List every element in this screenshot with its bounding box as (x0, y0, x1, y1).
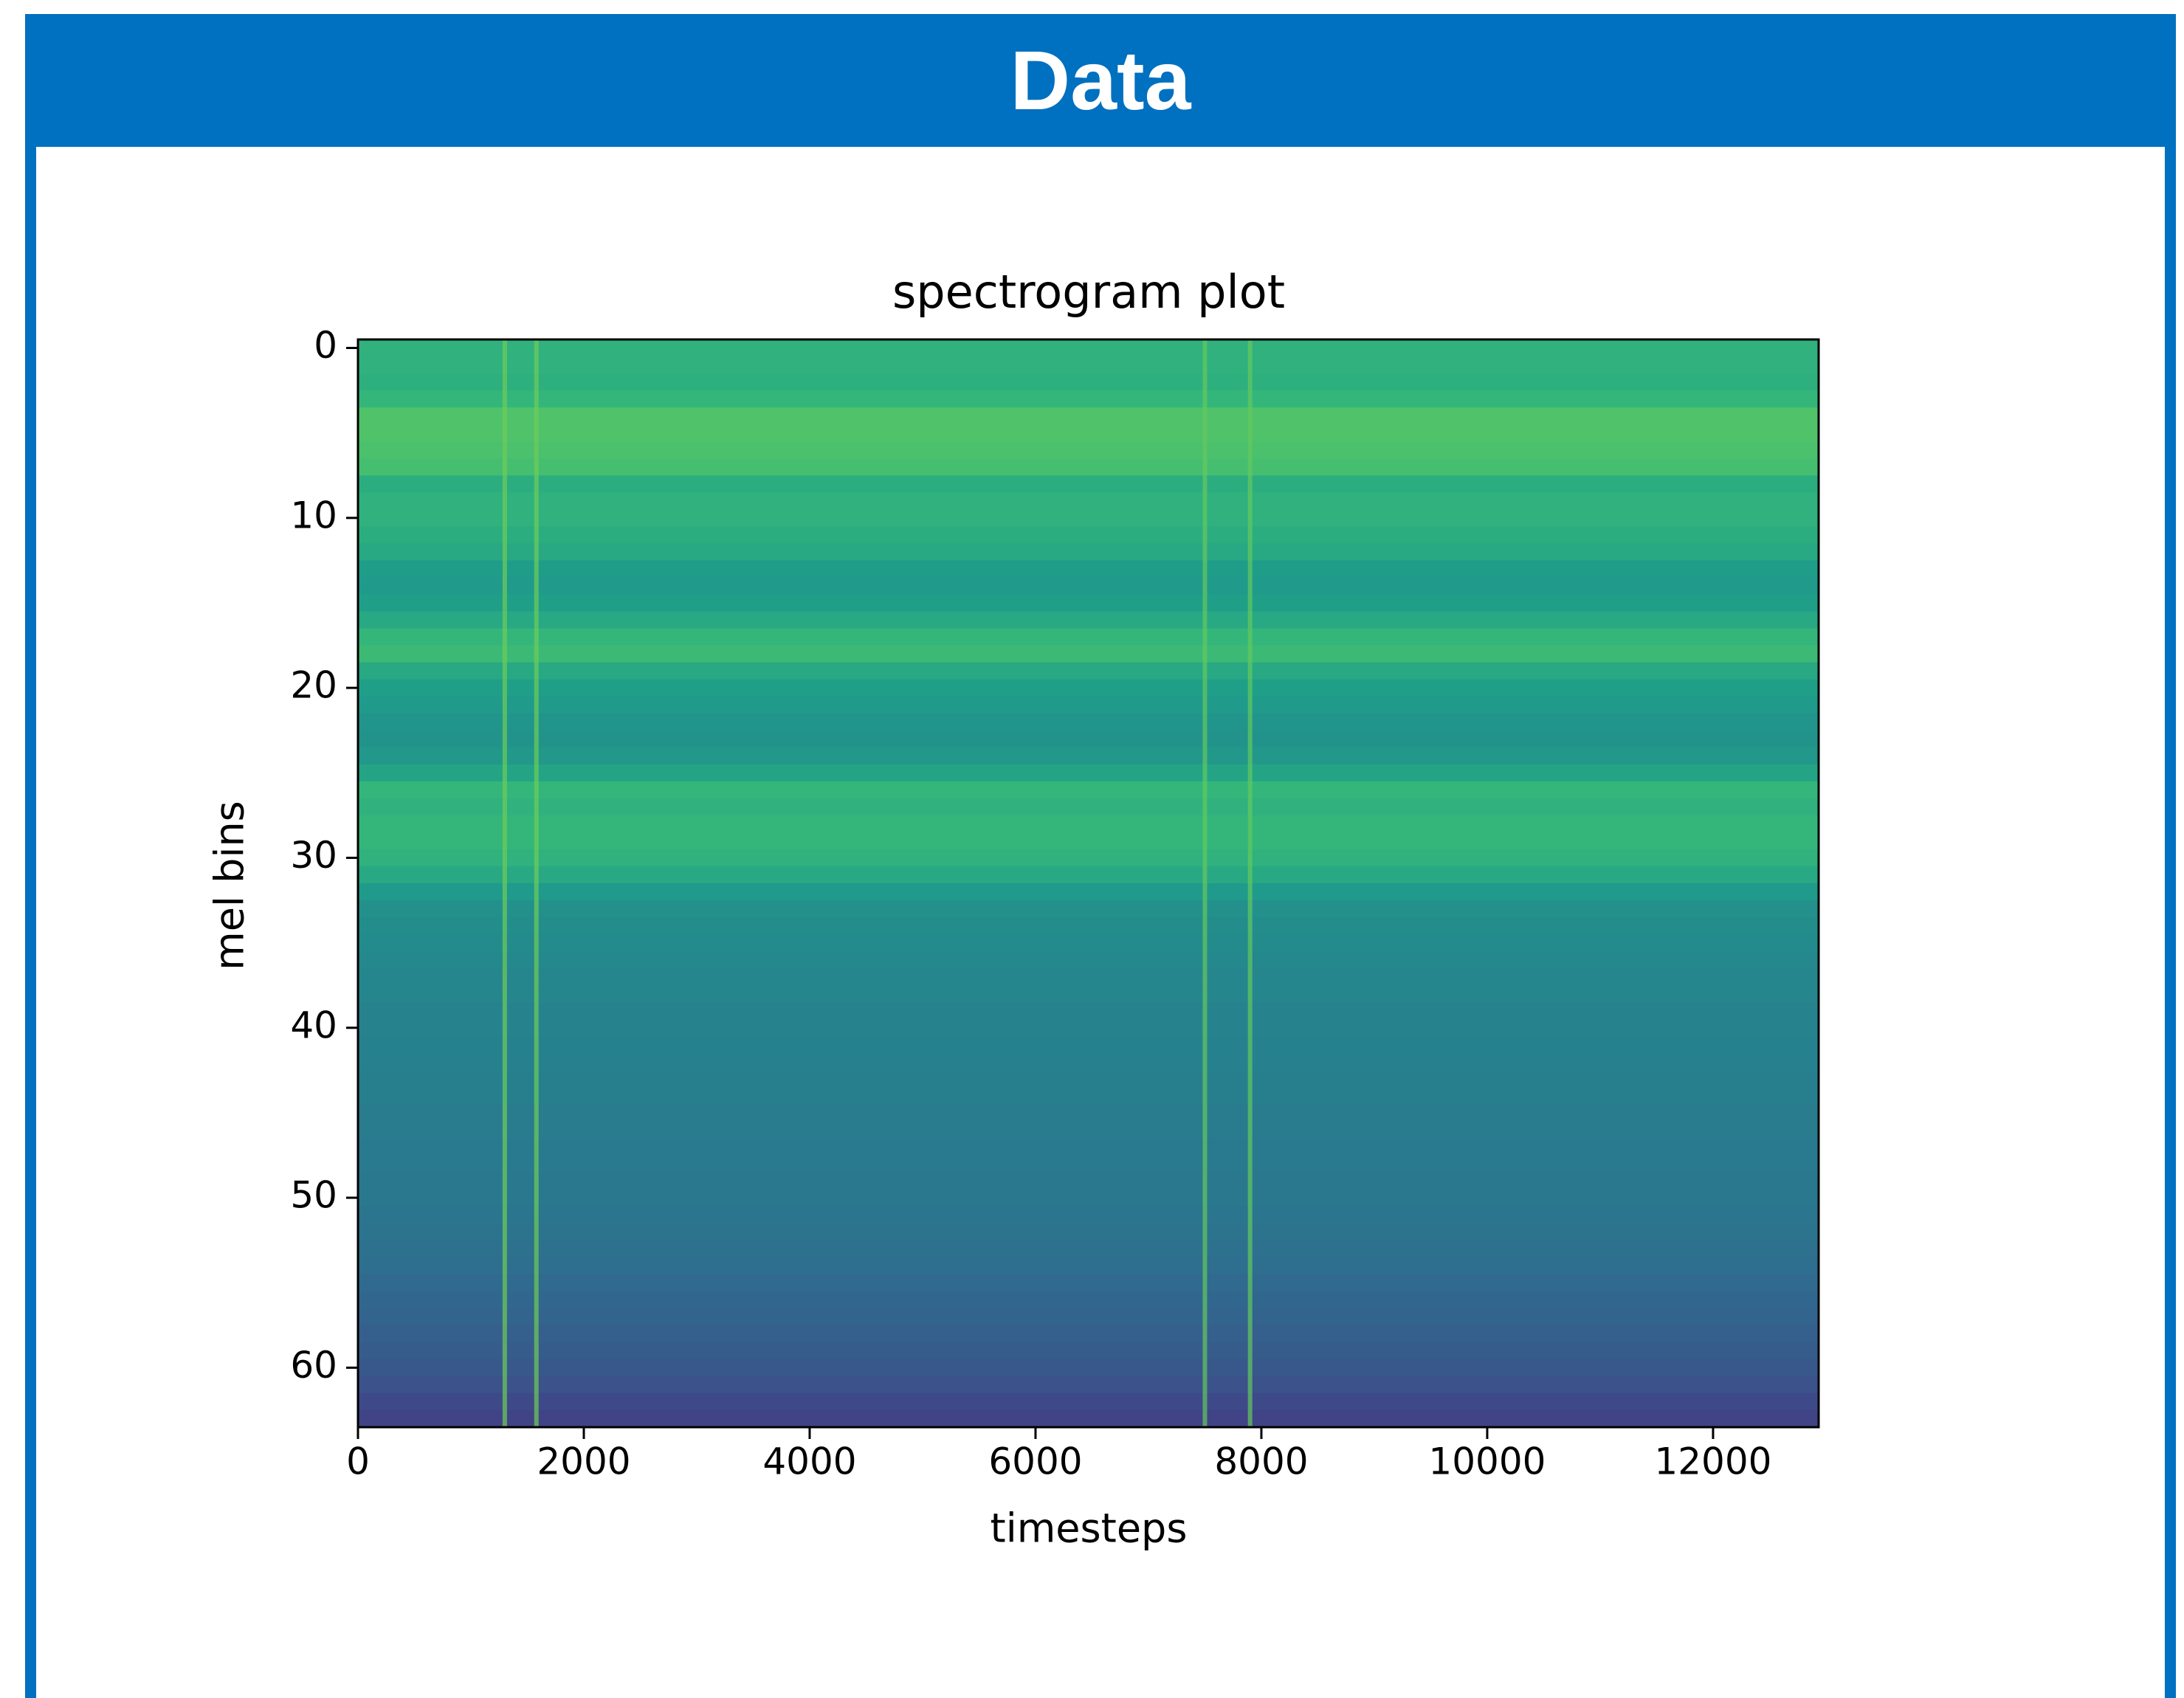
heatmap-row (358, 900, 1819, 918)
heatmap-row (358, 390, 1819, 408)
heatmap-row (358, 1206, 1819, 1224)
heatmap-row (358, 713, 1819, 731)
x-tick-label: 0 (346, 1440, 370, 1483)
heatmap-row (358, 1036, 1819, 1054)
heatmap-row (358, 526, 1819, 544)
heatmap-row (358, 628, 1819, 646)
heatmap-row (358, 543, 1819, 561)
y-tick-label: 10 (290, 494, 337, 536)
heatmap-row (358, 356, 1819, 374)
plot-frame (356, 338, 1820, 1429)
heatmap-row (358, 1070, 1819, 1088)
streak (534, 339, 539, 1427)
heatmap-row (358, 1257, 1819, 1275)
heatmap-row (358, 577, 1819, 595)
heatmap-row (358, 951, 1819, 969)
heatmap-row (358, 968, 1819, 986)
heatmap-row (358, 1223, 1819, 1241)
heatmap-row (358, 934, 1819, 952)
heatmap-row (358, 730, 1819, 748)
x-tick-label: 4000 (762, 1440, 856, 1483)
heatmap-row (358, 696, 1819, 714)
heatmap-row (358, 475, 1819, 493)
heatmap-row (358, 1002, 1819, 1020)
heatmap-row (358, 509, 1819, 527)
chart-title: spectrogram plot (892, 265, 1285, 319)
heatmap-row (358, 1308, 1819, 1326)
heatmap-row (358, 764, 1819, 782)
panel-frame (25, 14, 2176, 1698)
heatmap-row (358, 611, 1819, 629)
heatmap-row (358, 560, 1819, 578)
heatmap-row (358, 492, 1819, 510)
x-tick-label: 12000 (1654, 1440, 1771, 1483)
heatmap-row (358, 424, 1819, 442)
heatmap-row (358, 679, 1819, 697)
heatmap-row (358, 662, 1819, 680)
x-tick-label: 2000 (537, 1440, 630, 1483)
heatmap-row (358, 866, 1819, 884)
heatmap-row (358, 1155, 1819, 1173)
heatmap-row (358, 1376, 1819, 1394)
heatmap-row (358, 832, 1819, 850)
heatmap-row (358, 781, 1819, 799)
streak (1247, 339, 1253, 1427)
heatmap-row (358, 1053, 1819, 1071)
heatmap-row (358, 339, 1819, 357)
heatmap-row (358, 373, 1819, 391)
heatmap-row (358, 1104, 1819, 1122)
heatmap-row (358, 1240, 1819, 1258)
heatmap-row (358, 407, 1819, 425)
heatmap-row (358, 1392, 1819, 1411)
heatmap-row (358, 441, 1819, 459)
x-tick-label: 6000 (988, 1440, 1082, 1483)
streak (502, 339, 507, 1427)
y-tick-label: 60 (290, 1344, 337, 1387)
streak (1202, 339, 1208, 1427)
heatmap-row (358, 1019, 1819, 1037)
heatmap-row (358, 1087, 1819, 1105)
heatmap-row (358, 1172, 1819, 1190)
y-tick-label: 30 (290, 834, 337, 877)
heatmap-row (358, 594, 1819, 612)
y-tick-label: 20 (290, 664, 337, 707)
heatmap-row (358, 1409, 1819, 1428)
x-tick-label: 8000 (1214, 1440, 1308, 1483)
heatmap-row (358, 985, 1819, 1003)
heatmap-row (358, 458, 1819, 476)
heatmap-row (358, 815, 1819, 833)
y-axis-label: mel bins (207, 801, 253, 970)
x-tick-label: 10000 (1428, 1440, 1546, 1483)
heatmap-row (358, 849, 1819, 867)
heatmap-row (358, 747, 1819, 765)
heatmap-row (358, 1274, 1819, 1292)
heatmap-row (358, 1325, 1819, 1343)
heatmap-row (358, 1121, 1819, 1139)
y-tick-label: 0 (314, 324, 337, 367)
panel-header: Data (25, 14, 2176, 147)
heatmap-row (358, 917, 1819, 935)
heatmap-row (358, 798, 1819, 816)
y-tick-label: 50 (290, 1174, 337, 1217)
heatmap-row (358, 1138, 1819, 1156)
x-axis-label: timesteps (991, 1505, 1188, 1552)
heatmap-row (358, 1189, 1819, 1207)
heatmap-row (358, 1291, 1819, 1309)
y-tick-label: 40 (290, 1004, 337, 1046)
heatmap-row (358, 1342, 1819, 1360)
heatmap-row (358, 883, 1819, 901)
heatmap-row (358, 1359, 1819, 1377)
heatmap-row (358, 645, 1819, 663)
